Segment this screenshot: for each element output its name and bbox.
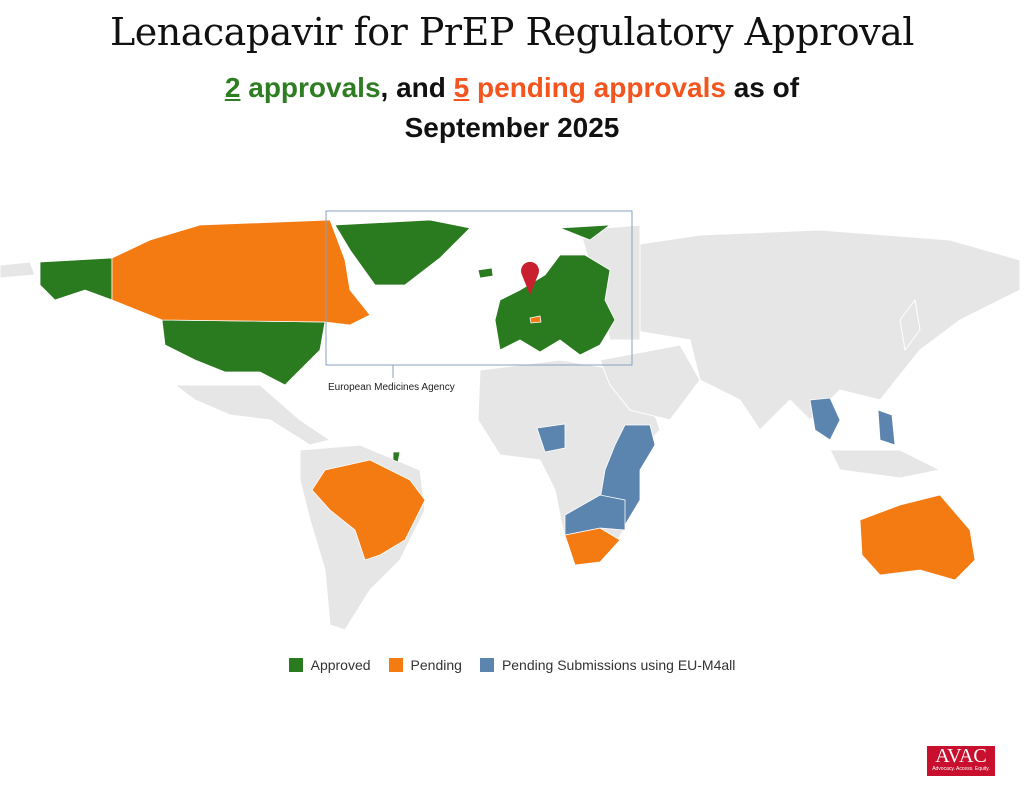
end-text: as of (733, 72, 800, 103)
legend-swatch (479, 658, 494, 672)
approved-count: 2 (224, 72, 241, 103)
pending-count: 5 (453, 72, 470, 103)
region-philippines (877, 409, 896, 446)
logo-name: AVAC (935, 745, 987, 767)
legend-swatch (288, 658, 303, 672)
date-text: September 2025 (404, 112, 620, 143)
region-europe (494, 254, 616, 356)
subtitle: 2 approvals, and 5 pending approvals as … (0, 68, 1024, 148)
asia (599, 229, 1021, 431)
mexico-central-america (173, 384, 332, 446)
page-title: Lenacapavir for PrEP Regulatory Approval (110, 10, 914, 54)
region-switzerland (529, 315, 542, 324)
region-iceland (477, 267, 494, 279)
legend-label: Pending (410, 657, 462, 673)
logo-tagline: Advocacy. Access. Equity. (932, 766, 990, 772)
map-pin-icon (521, 261, 539, 295)
legend-eu-m4all: Pending Submissions using EU-M4all (479, 657, 736, 673)
eu-m4all-regions (536, 397, 896, 536)
pending-regions (111, 219, 976, 581)
japan (899, 298, 921, 352)
russia-edge-left (0, 261, 36, 279)
region-australia (859, 494, 976, 581)
region-nigeria (536, 423, 566, 453)
region-canada (111, 219, 371, 326)
ema-inset-box (325, 210, 633, 366)
pending-text: pending approvals (477, 72, 726, 103)
region-mainland-se-asia (809, 397, 841, 441)
legend-label: Approved (310, 657, 371, 673)
legend-approved: Approved (288, 657, 371, 673)
region-french-guiana (392, 451, 401, 463)
region-usa (161, 319, 326, 386)
approved-regions (39, 219, 616, 463)
legend: Approved Pending Pending Submissions usi… (0, 657, 1024, 673)
region-brazil (311, 459, 426, 561)
ema-label: European Medicines Agency (328, 382, 455, 393)
region-southern-africa (564, 494, 626, 536)
mid-text: , and (380, 72, 446, 103)
region-alaska (39, 257, 113, 301)
legend-pending: Pending (388, 657, 462, 673)
avac-logo: AVAC Advocacy. Access. Equity. (927, 746, 995, 776)
approved-text: approvals (248, 72, 381, 103)
legend-swatch (388, 658, 403, 672)
middle-east (599, 344, 701, 421)
region-svalbard (559, 224, 612, 241)
legend-label: Pending Submissions using EU-M4all (501, 657, 736, 673)
indonesia (829, 449, 942, 479)
world-map (0, 210, 1021, 631)
region-greenland (334, 219, 471, 286)
